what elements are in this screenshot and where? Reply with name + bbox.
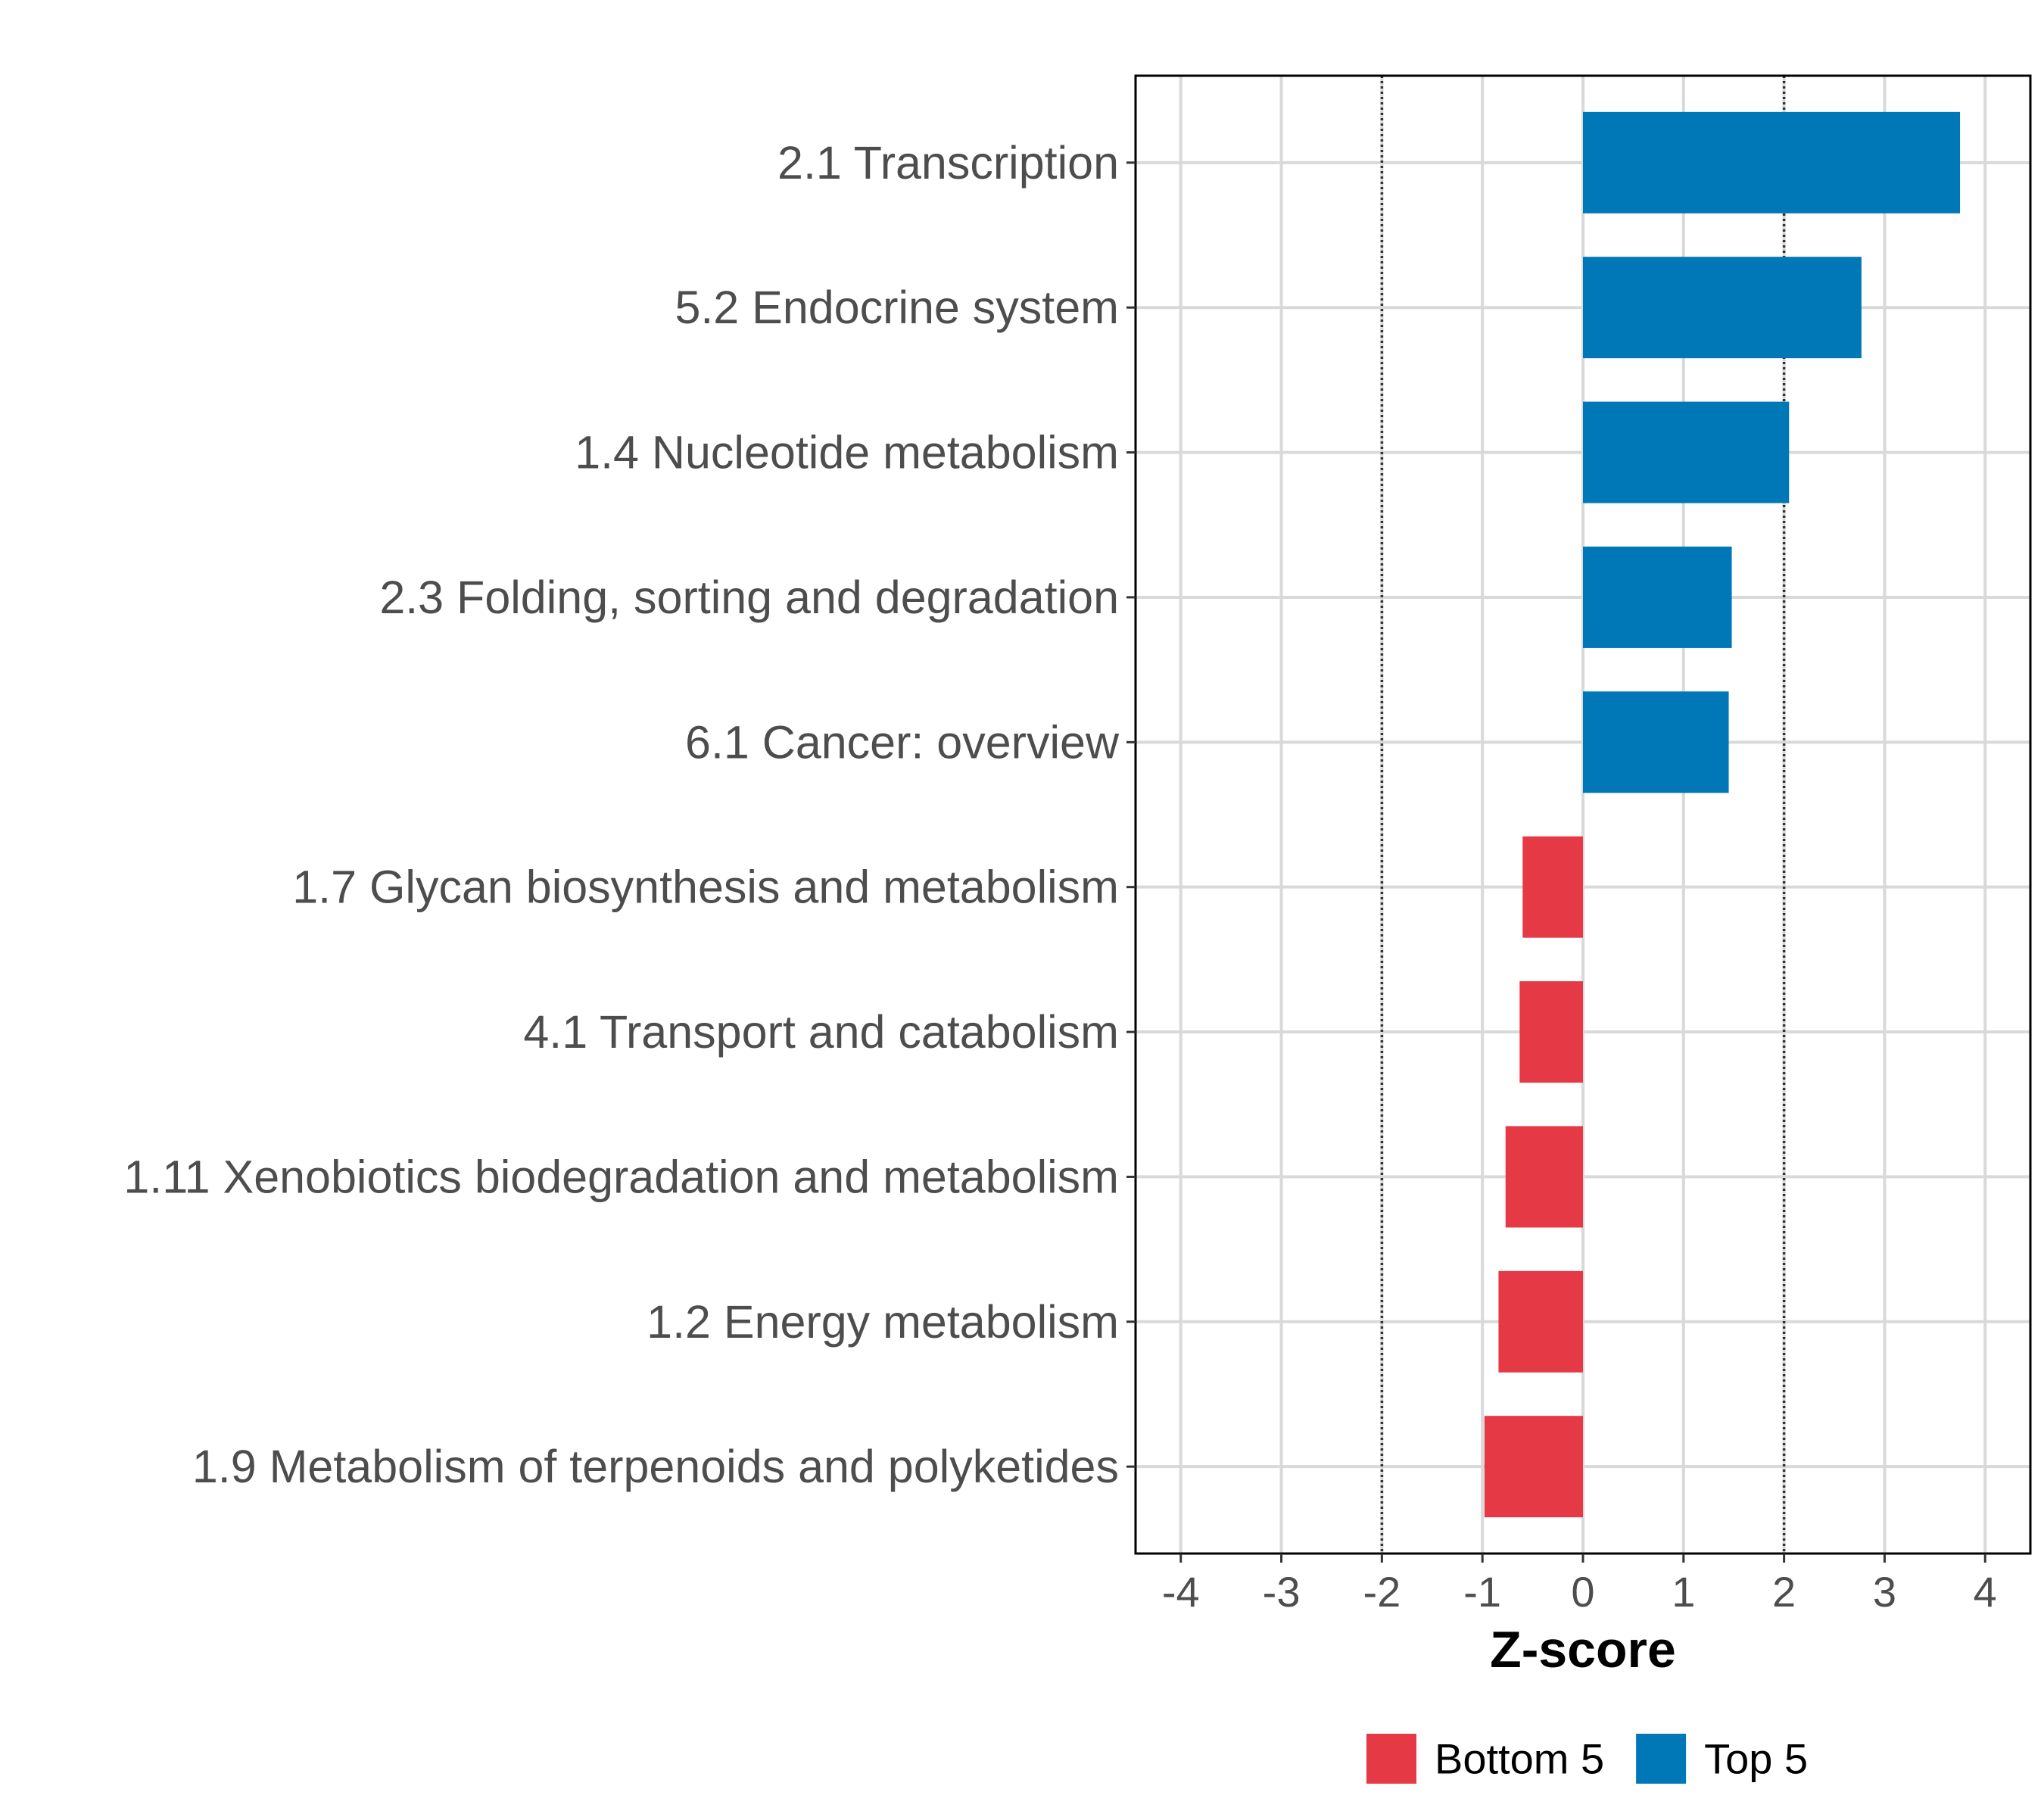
category-label-3: 1.4 Nucleotide metabolism: [575, 427, 1119, 478]
x-tick-label-0: 0: [1571, 1568, 1594, 1616]
x-axis-ticks: -4 -3 -2 -1 0 1 2 3 4: [1162, 1554, 1997, 1616]
x-tick-label--4: -4: [1162, 1568, 1200, 1616]
bar-5: [1583, 691, 1729, 793]
bar-6: [1522, 836, 1583, 938]
legend-key-1: [1366, 1734, 1416, 1784]
category-label-5: 6.1 Cancer: overview: [685, 716, 1120, 768]
category-label-7: 4.1 Transport and catabolism: [523, 1006, 1119, 1058]
bar-9: [1498, 1270, 1583, 1373]
category-label-4: 2.3 Folding, sorting and degradation: [379, 572, 1119, 623]
category-label-1: 2.1 Transcription: [777, 137, 1119, 189]
x-tick-label-4: 4: [1974, 1568, 1997, 1616]
legend-label-2: Top 5: [1704, 1735, 1808, 1783]
category-label-8: 1.11 Xenobiotics biodegradation and meta…: [123, 1151, 1119, 1202]
x-tick-label-3: 3: [1873, 1568, 1896, 1616]
x-axis-title: Z-score: [1490, 1621, 1676, 1678]
bar-8: [1505, 1126, 1583, 1228]
bars: [1484, 111, 1961, 1518]
bar-1: [1583, 111, 1961, 213]
category-label-2: 5.2 Endocrine system: [675, 282, 1119, 333]
legend-key-2: [1636, 1734, 1687, 1784]
legend-label-1: Bottom 5: [1435, 1735, 1604, 1783]
category-label-10: 1.9 Metabolism of terpenoids and polyket…: [192, 1441, 1119, 1492]
x-tick-label--2: -2: [1363, 1568, 1401, 1616]
x-tick-label--1: -1: [1463, 1568, 1501, 1616]
y-axis-ticks: [1126, 161, 1136, 1468]
category-label-9: 1.2 Energy metabolism: [647, 1296, 1119, 1348]
category-label-6: 1.7 Glycan biosynthesis and metabolism: [292, 862, 1119, 913]
x-tick-label-1: 1: [1672, 1568, 1695, 1616]
y-axis-category-labels: 2.1 Transcription 5.2 Endocrine system 1.4…: [123, 137, 1120, 1492]
reference-lines: [1380, 76, 1786, 1554]
bar-2: [1583, 257, 1862, 359]
bar-4: [1583, 546, 1732, 648]
x-tick-label-2: 2: [1772, 1568, 1796, 1616]
legend: Bottom 5 Top 5: [1366, 1734, 1808, 1784]
bar-3: [1583, 401, 1790, 503]
x-tick-label--3: -3: [1263, 1568, 1301, 1616]
bar-10: [1484, 1416, 1583, 1518]
bar-7: [1519, 981, 1583, 1083]
